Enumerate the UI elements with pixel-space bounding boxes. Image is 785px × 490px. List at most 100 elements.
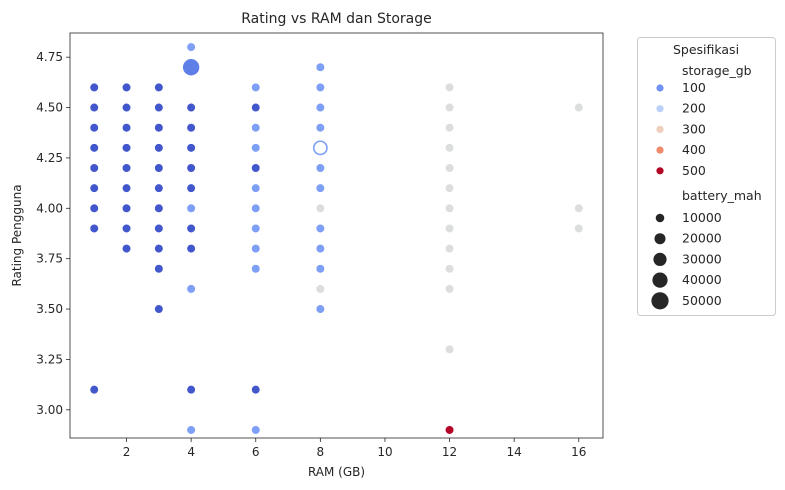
data-point [315,62,325,72]
data-point [186,143,196,153]
x-tick-label: 10 [377,445,392,459]
legend-size-label: 20000 [682,231,722,246]
data-point [251,243,261,254]
data-point [251,163,261,173]
data-point [444,243,455,254]
legend-frame [637,37,776,316]
legend-hue-marker [656,125,664,133]
data-point [89,123,99,133]
y-tick-label: 3.00 [36,403,63,417]
data-point [154,183,164,193]
y-tick-label: 4.50 [36,101,63,115]
data-point [444,284,455,294]
data-point [89,183,99,193]
data-point [186,102,196,113]
data-point [251,102,261,113]
legend-size-marker [653,252,667,266]
data-point [251,183,261,193]
y-tick-label: 3.25 [36,352,63,366]
data-point [251,223,261,234]
data-point [186,223,196,234]
x-tick-label: 4 [187,445,195,459]
legend-hue-label: 400 [682,142,706,157]
data-point [154,143,164,153]
data-point [154,163,164,173]
data-point [315,284,325,294]
data-point [89,163,99,173]
legend-hue-marker [656,84,664,92]
y-tick-label: 4.00 [36,201,63,215]
data-point [186,243,196,254]
data-point [186,425,196,435]
legend-size-label: 40000 [682,272,722,287]
legend-size-label: 30000 [682,251,722,266]
x-axis-label: RAM (GB) [308,465,365,479]
data-point [121,102,132,113]
data-point [444,183,455,193]
legend-size-title: battery_mah [682,188,762,203]
x-tick-label: 2 [123,445,131,459]
y-axis-label: Rating Pengguna [10,184,24,286]
data-point [121,163,132,173]
legend-hue-entries: 100 200 300 400 500 [656,80,706,178]
data-point [186,42,196,52]
data-point [154,82,164,93]
data-point [154,243,164,254]
data-point [315,183,325,193]
y-tick-label: 3.75 [36,252,63,266]
data-point [89,143,99,153]
data-point [154,123,164,133]
data-point-large [182,58,201,77]
data-point [154,102,164,113]
legend-hue-marker [656,105,664,113]
data-point [186,123,196,133]
legend-size-marker [654,233,666,245]
data-point [444,425,455,435]
data-point [154,264,164,274]
data-point [251,385,261,395]
legend-hue-marker [656,146,664,154]
data-point [444,82,455,93]
data-point [574,102,584,113]
legend-hue-label: 300 [682,121,706,136]
data-point [315,243,325,254]
legend-size-marker [652,272,668,288]
data-point [251,425,261,435]
legend-hue-title: storage_gb [682,63,752,78]
legend: Spesifikasi storage_gb 100 200 300 400 500 b… [637,37,776,316]
legend-hue-label: 200 [682,101,706,116]
data-point [121,203,132,213]
data-point [315,223,325,234]
data-point [444,203,455,213]
data-point [121,243,132,254]
y-tick-label: 3.50 [36,302,63,316]
data-point [121,183,132,193]
data-point [89,82,99,93]
data-point [186,385,196,395]
data-point [89,203,99,213]
data-point [315,82,325,93]
x-axis-ticks: 2 4 6 8 10 12 14 16 [123,438,586,459]
legend-size-label: 50000 [682,293,722,308]
data-point [89,223,99,234]
data-point [186,203,196,213]
data-point [444,223,455,234]
data-point [444,163,455,173]
data-point [121,82,132,93]
data-points [89,42,584,435]
x-tick-label: 12 [442,445,457,459]
y-tick-label: 4.75 [36,50,63,64]
data-point [154,203,164,213]
data-point [574,203,584,213]
data-point [251,82,261,93]
data-point [186,163,196,173]
data-point [251,203,261,213]
data-point [315,203,325,213]
data-point [444,264,455,274]
data-point [121,223,132,234]
chart-title: Rating vs RAM dan Storage [241,11,431,27]
legend-size-marker [651,292,669,310]
y-tick-label: 4.25 [36,151,63,165]
legend-title: Spesifikasi [673,42,739,57]
